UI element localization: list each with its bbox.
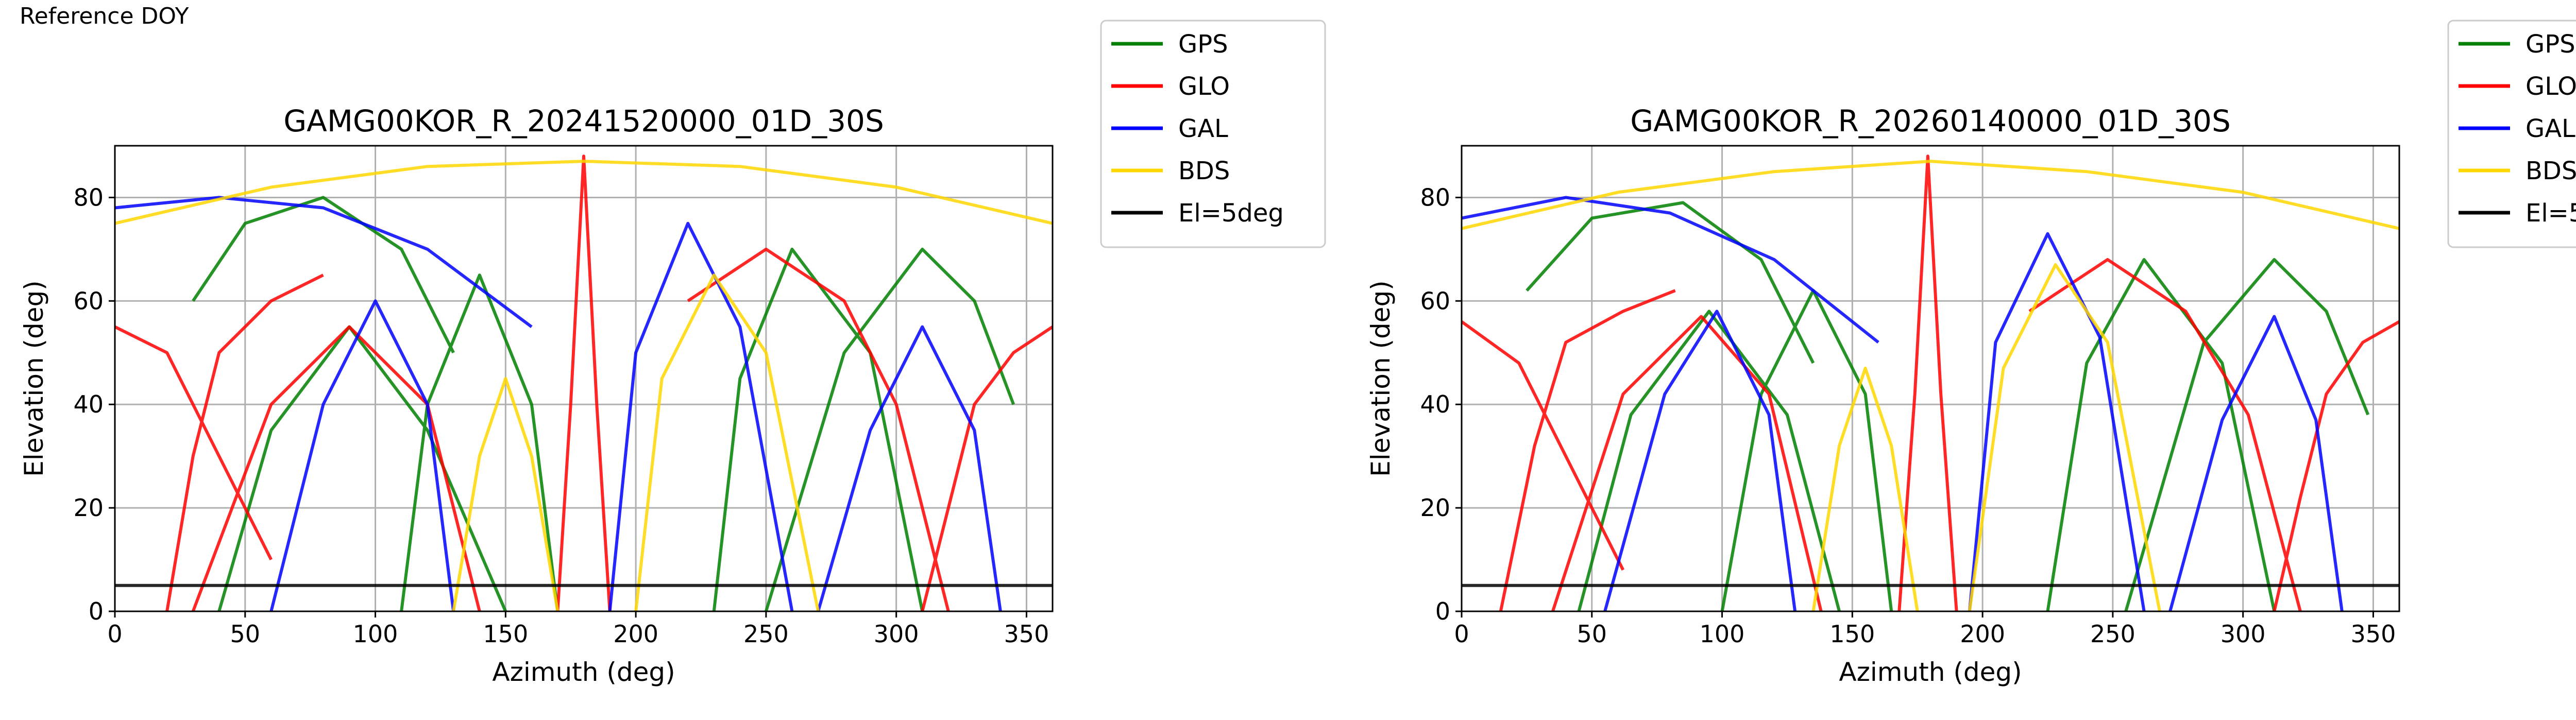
legend-box	[1100, 20, 1326, 248]
legend-box	[2447, 20, 2576, 248]
x-tick-label: 50	[1577, 620, 1607, 648]
legend-label: GPS	[2526, 30, 2575, 59]
x-axis-label: Azimuth (deg)	[1839, 657, 2022, 687]
legend-label: BDS	[2526, 157, 2576, 185]
chart-title: GAMG00KOR_R_20260140000_01D_30S	[1630, 104, 2231, 139]
legend-label: El=5deg	[2526, 199, 2576, 228]
x-tick-label: 0	[1454, 620, 1469, 648]
legend-label: El=5deg	[1178, 199, 1284, 228]
x-tick-label: 250	[743, 620, 789, 648]
panel: 0 50 100 150 200 250 300 350 0 20 40 60 80 GAMG00KOR_…	[19, 20, 1326, 687]
series-line	[1462, 160, 2399, 611]
lines	[115, 155, 1053, 611]
x-tick-label: 0	[107, 620, 122, 648]
legend-label: GLO	[2526, 72, 2576, 101]
y-tick-label: 60	[73, 287, 104, 315]
legend-label: GAL	[2526, 114, 2575, 143]
legend-label: BDS	[1178, 157, 1230, 185]
x-tick-label: 350	[2351, 620, 2396, 648]
series-line	[115, 160, 1053, 611]
x-tick-label: 150	[1829, 620, 1875, 648]
y-axis-label: Elevation (deg)	[19, 280, 49, 476]
y-tick-label: 20	[73, 494, 104, 522]
x-tick-label: 300	[874, 620, 919, 648]
x-tick-label: 150	[483, 620, 528, 648]
panel: 0 50 100 150 200 250 300 350 0 20 40 60 80 GAMG00KOR_…	[1366, 20, 2576, 687]
y-axis-label: Elevation (deg)	[1366, 280, 1396, 476]
y-tick-label: 40	[73, 390, 104, 418]
x-tick-label: 100	[353, 620, 398, 648]
series-line	[1462, 196, 2344, 611]
x-tick-label: 200	[613, 620, 658, 648]
series-line	[1462, 155, 2399, 611]
x-tick-label: 350	[1004, 620, 1049, 648]
plot-frame	[114, 145, 1054, 612]
x-tick-label: 200	[1960, 620, 2005, 648]
y-tick-label: 20	[1420, 494, 1450, 522]
y-tick-label: 40	[1420, 390, 1450, 418]
series-line	[192, 196, 1015, 611]
chart-title: GAMG00KOR_R_20241520000_01D_30S	[283, 104, 884, 139]
y-tick-label: 60	[1420, 287, 1450, 315]
series-line	[115, 196, 1002, 611]
legend-label: GLO	[1178, 72, 1230, 101]
x-tick-label: 100	[1700, 620, 1745, 648]
y-tick-label: 0	[89, 597, 104, 625]
x-axis-label: Azimuth (deg)	[492, 657, 675, 687]
series-line	[115, 155, 1053, 611]
plot-frame	[1461, 145, 2400, 612]
legend-label: GPS	[1178, 30, 1228, 59]
figure-label: Reference DOY	[20, 3, 189, 29]
x-tick-label: 50	[230, 620, 261, 648]
x-tick-label: 300	[2221, 620, 2266, 648]
y-tick-label: 0	[1435, 597, 1450, 625]
y-tick-label: 80	[1420, 183, 1450, 211]
x-tick-label: 250	[2090, 620, 2136, 648]
lines	[1462, 155, 2399, 611]
legend-label: GAL	[1178, 114, 1228, 143]
y-tick-label: 80	[73, 183, 104, 211]
